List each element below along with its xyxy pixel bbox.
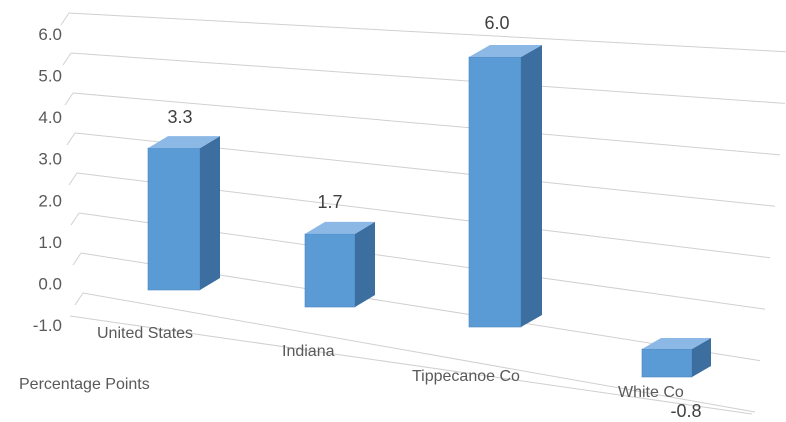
floor-edge [69, 315, 753, 415]
bar-front [147, 147, 201, 291]
wall-tick [66, 132, 76, 146]
bar-top [148, 136, 220, 149]
bar [468, 45, 542, 328]
gridline [72, 92, 781, 156]
bar-front [641, 348, 693, 378]
gridline [82, 292, 756, 413]
bar [641, 338, 711, 378]
gridline [68, 12, 786, 53]
data-labels: 3.3 1.7 6.0 -0.8 [167, 13, 701, 421]
y-axis-ticks: -1.0 0.0 1.0 2.0 3.0 4.0 5.0 6.0 [33, 25, 62, 335]
data-label: 6.0 [484, 13, 509, 33]
data-label: 3.3 [167, 107, 192, 127]
bar-side [692, 338, 711, 377]
wall-tick [74, 292, 84, 306]
wall-tick [62, 52, 72, 66]
y-axis-label: Percentage Points [19, 376, 150, 393]
data-label: 1.7 [317, 192, 342, 212]
y-tick-label: -1.0 [33, 316, 62, 335]
bar [147, 136, 220, 291]
category-label: White Co [618, 384, 684, 401]
category-label: Tippecanoe Co [412, 368, 520, 385]
bars [147, 45, 711, 378]
y-tick-label: 4.0 [38, 108, 62, 127]
wall-tick [70, 212, 80, 226]
y-tick-label: 2.0 [38, 191, 62, 210]
bar-front [468, 56, 522, 328]
data-label: -0.8 [670, 401, 701, 421]
wall-tick [72, 252, 82, 266]
wall-tick [60, 12, 70, 26]
category-label: Indiana [282, 343, 335, 360]
bar-top [469, 45, 542, 57]
category-labels: United States Indiana Tippecanoe Co White C… [97, 325, 684, 401]
wall-tick [64, 92, 74, 106]
bar-side [521, 45, 542, 327]
bar-side [355, 221, 375, 307]
y-tick-label: 5.0 [38, 67, 62, 86]
wall-tick [68, 172, 78, 186]
y-tick-label: 0.0 [38, 274, 62, 293]
bar [304, 221, 375, 308]
y-tick-label: 6.0 [38, 25, 62, 44]
bar-side [200, 136, 220, 290]
y-tick-label: 1.0 [38, 233, 62, 252]
y-tick-label: 3.0 [38, 150, 62, 169]
bar-top [305, 221, 375, 234]
bar-front [304, 233, 356, 308]
bar-top [642, 338, 711, 349]
gridline [70, 52, 786, 104]
category-label: United States [97, 325, 193, 342]
